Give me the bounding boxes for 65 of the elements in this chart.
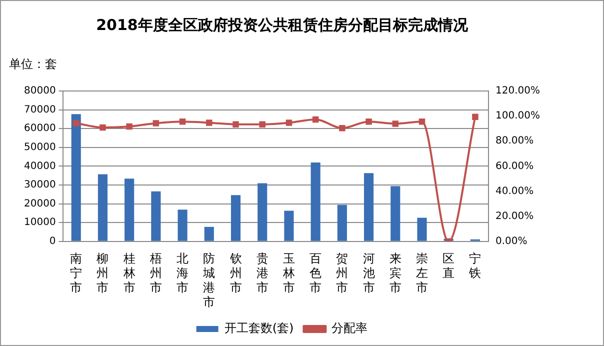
y2-tick-label: 20.00%: [496, 210, 534, 222]
y-tick-label: 30000: [24, 180, 56, 191]
x-tick-label: 贺州市: [336, 252, 348, 295]
x-tick-label: 柳州市: [96, 252, 109, 295]
x-tick-label: 北海市: [176, 252, 189, 295]
x-tick-label: 百色市: [310, 252, 322, 295]
x-tick-label: 河池市: [362, 252, 375, 295]
legend-label: 开工套数(套): [224, 321, 294, 336]
bar: [230, 195, 241, 241]
point: [152, 120, 160, 126]
x-tick-label: 宁铁: [468, 252, 482, 280]
x-tick-label: 贵港市: [256, 252, 268, 295]
x-tick-label: 崇左市: [416, 252, 428, 295]
text: 单位：套: [9, 57, 57, 72]
point: [259, 121, 266, 128]
x-tick-label: 来宾市: [389, 252, 402, 295]
bar: [124, 178, 134, 241]
y2-tick-label: 100.00%: [496, 110, 540, 122]
x-tick-label: 防城港市: [202, 252, 216, 309]
bar: [178, 210, 188, 241]
point: [472, 114, 478, 120]
bar: [417, 218, 427, 241]
point: [366, 118, 372, 125]
bar: [337, 204, 347, 241]
y-tick-label: 80000: [24, 86, 56, 97]
bar: [71, 114, 81, 241]
x-tick-label: 桂林市: [122, 252, 136, 295]
x-tick-label: 梧州市: [148, 252, 162, 295]
legend-label: 分配率: [332, 321, 368, 336]
point: [72, 120, 80, 126]
bar: [310, 162, 320, 241]
x-tick-label: 钦州市: [228, 252, 242, 295]
y-tick-label: 0: [49, 236, 56, 247]
point: [232, 121, 239, 128]
point: [206, 120, 212, 126]
x-tick-label: 玉林市: [282, 252, 295, 295]
y-tick-label: 70000: [24, 104, 56, 116]
y2-tick-label: 60.00%: [496, 160, 534, 172]
y-tick-label: 10000: [24, 217, 56, 228]
y2-tick-label: 120.00%: [496, 86, 540, 97]
y-tick-label: 50000: [24, 142, 56, 153]
x-tick-label: 南宁市: [70, 252, 82, 295]
point: [100, 124, 106, 131]
bar: [204, 226, 214, 241]
bar: [284, 210, 294, 241]
bar: [151, 191, 161, 241]
point: [179, 118, 186, 125]
point: [339, 124, 346, 132]
bar: [98, 174, 108, 241]
x-tick-label: 区直: [442, 252, 455, 280]
point: [286, 120, 292, 126]
bar: [364, 173, 374, 241]
chart-title: 2018年度全区政府投资公共租赁住房分配目标完成情况: [96, 16, 469, 34]
y2-tick-label: 40.00%: [496, 186, 534, 197]
y-tick-label: 20000: [24, 198, 56, 210]
bar: [258, 183, 268, 241]
point: [392, 120, 399, 127]
y2-tick-label: 80.00%: [496, 136, 534, 147]
y-tick-label: 40000: [24, 160, 56, 172]
y-tick-label: 60000: [24, 123, 56, 134]
point: [126, 123, 132, 130]
point: [312, 116, 319, 123]
point: [418, 118, 426, 125]
bar: [390, 186, 400, 241]
y2-tick-label: 0.00%: [496, 236, 528, 247]
